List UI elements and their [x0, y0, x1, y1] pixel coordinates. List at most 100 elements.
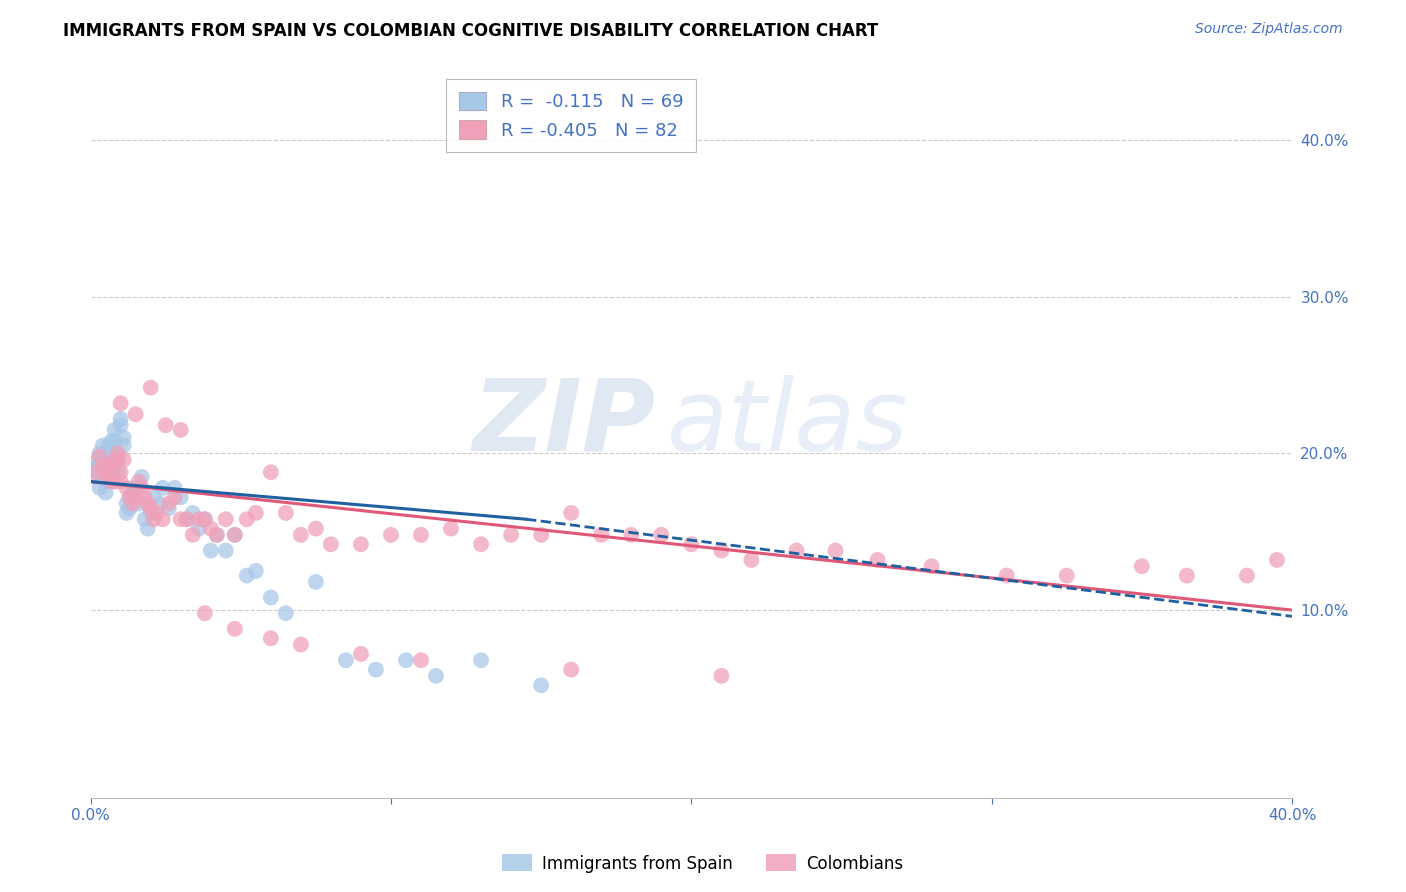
Point: [136, 497, 159, 511]
Point: [139, 506, 162, 520]
Point: [100, 465, 122, 479]
Point: [440, 522, 463, 536]
Point: [110, 418, 132, 433]
Point: [97, 450, 120, 464]
Point: [112, 452, 135, 467]
Point: [115, 506, 138, 520]
Point: [91, 468, 114, 483]
Point: [530, 678, 553, 692]
Point: [245, 506, 267, 520]
Point: [380, 528, 402, 542]
Point: [274, 606, 297, 620]
Point: [97, 458, 120, 473]
Point: [110, 475, 132, 489]
Point: [110, 465, 132, 479]
Point: [194, 512, 217, 526]
Point: [409, 528, 432, 542]
Point: [176, 512, 198, 526]
Point: [104, 423, 127, 437]
Point: [1130, 559, 1153, 574]
Point: [681, 537, 703, 551]
Point: [205, 528, 228, 542]
Point: [91, 450, 114, 464]
Point: [245, 564, 267, 578]
Point: [89, 446, 111, 460]
Point: [155, 418, 177, 433]
Point: [91, 458, 114, 473]
Point: [100, 434, 122, 448]
Point: [170, 512, 193, 526]
Point: [94, 485, 117, 500]
Text: ZIP: ZIP: [472, 375, 655, 472]
Point: [104, 443, 127, 458]
Point: [124, 407, 146, 421]
Point: [142, 490, 165, 504]
Point: [866, 553, 889, 567]
Point: [107, 446, 129, 460]
Point: [110, 396, 132, 410]
Point: [91, 439, 114, 453]
Point: [104, 454, 127, 468]
Point: [97, 458, 120, 473]
Point: [100, 465, 122, 479]
Point: [124, 481, 146, 495]
Point: [94, 446, 117, 460]
Point: [824, 543, 846, 558]
Point: [181, 506, 204, 520]
Point: [152, 481, 174, 495]
Point: [89, 450, 111, 464]
Point: [100, 443, 122, 458]
Point: [785, 543, 807, 558]
Point: [107, 452, 129, 467]
Point: [710, 669, 733, 683]
Point: [128, 497, 150, 511]
Point: [94, 475, 117, 489]
Point: [187, 512, 209, 526]
Point: [187, 522, 209, 536]
Point: [107, 465, 129, 479]
Point: [94, 465, 117, 479]
Point: [650, 528, 672, 542]
Point: [107, 446, 129, 460]
Legend: Immigrants from Spain, Colombians: Immigrants from Spain, Colombians: [496, 847, 910, 880]
Point: [200, 522, 222, 536]
Point: [290, 638, 312, 652]
Point: [236, 512, 259, 526]
Point: [995, 568, 1018, 582]
Point: [194, 512, 217, 526]
Point: [112, 431, 135, 445]
Point: [124, 490, 146, 504]
Point: [157, 497, 180, 511]
Point: [89, 458, 111, 473]
Point: [91, 458, 114, 472]
Point: [560, 506, 582, 520]
Point: [176, 512, 198, 526]
Point: [319, 537, 342, 551]
Point: [118, 490, 141, 504]
Point: [350, 537, 373, 551]
Point: [530, 528, 553, 542]
Point: [1175, 568, 1198, 582]
Point: [112, 439, 135, 453]
Point: [194, 606, 217, 620]
Point: [134, 512, 156, 526]
Point: [100, 475, 122, 489]
Point: [115, 497, 138, 511]
Point: [110, 412, 132, 426]
Point: [170, 490, 193, 504]
Point: [425, 669, 447, 683]
Point: [1265, 553, 1288, 567]
Point: [104, 434, 127, 448]
Point: [215, 543, 238, 558]
Point: [350, 647, 373, 661]
Point: [260, 465, 283, 479]
Point: [100, 454, 122, 468]
Point: [97, 439, 120, 453]
Point: [136, 522, 159, 536]
Point: [134, 490, 156, 504]
Point: [128, 475, 150, 489]
Point: [335, 653, 357, 667]
Point: [131, 481, 153, 495]
Point: [364, 663, 387, 677]
Point: [145, 506, 167, 520]
